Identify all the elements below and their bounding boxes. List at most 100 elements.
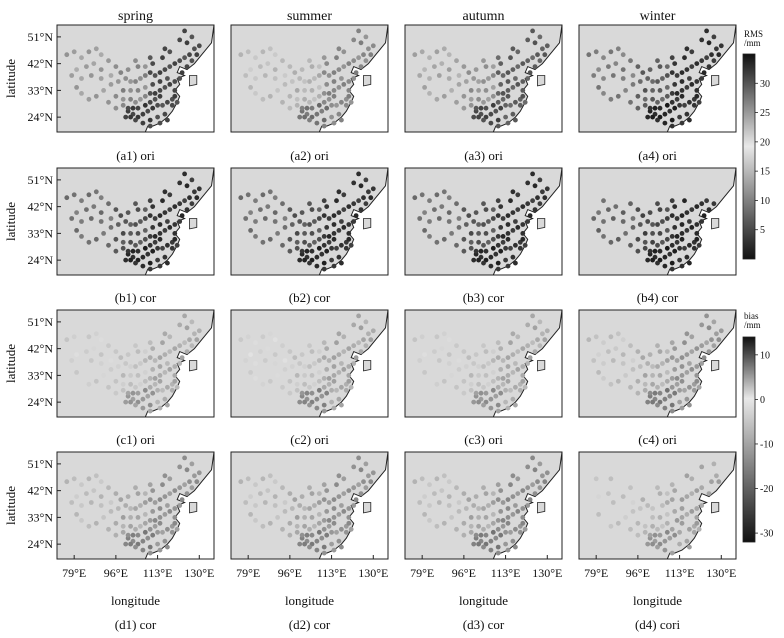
station-point [182, 28, 187, 34]
y-tick-label: 51°N [28, 173, 54, 187]
station-point [172, 61, 178, 66]
station-point [642, 96, 648, 102]
station-point [321, 550, 327, 556]
station-point [194, 195, 200, 201]
station-point [272, 503, 278, 508]
station-point [324, 346, 330, 351]
station-point [162, 228, 168, 233]
station-point [267, 46, 273, 52]
station-point [157, 213, 163, 218]
station-point [260, 523, 266, 529]
station-point [253, 376, 258, 381]
station-point [182, 198, 187, 204]
station-point [145, 108, 151, 114]
station-point [620, 219, 626, 224]
station-point [147, 402, 153, 408]
station-point [106, 242, 111, 248]
station-point [488, 396, 494, 402]
station-point [476, 239, 481, 245]
station-point [488, 538, 494, 544]
station-point [699, 464, 705, 470]
station-point [302, 239, 307, 245]
station-point [155, 529, 160, 535]
station-point [689, 509, 695, 514]
station-point [245, 476, 251, 482]
station-point [370, 328, 376, 334]
station-point [525, 464, 531, 470]
station-point [711, 201, 717, 207]
station-point [343, 245, 349, 251]
station-point [157, 355, 163, 360]
station-point [669, 402, 675, 408]
station-point [446, 337, 452, 343]
station-point [79, 219, 84, 224]
station-point [297, 114, 303, 120]
station-point [253, 234, 258, 239]
station-point [684, 254, 690, 260]
station-point [613, 204, 619, 209]
station-point [601, 361, 606, 366]
station-point [537, 58, 543, 64]
station-point [691, 102, 697, 108]
station-point [118, 355, 124, 360]
station-point [142, 378, 148, 384]
station-point [672, 204, 678, 209]
station-point [177, 343, 183, 349]
station-point [427, 198, 432, 204]
station-point [130, 248, 136, 254]
station-point [419, 192, 425, 198]
station-point [684, 210, 690, 215]
station-point [113, 349, 119, 354]
station-point [346, 515, 352, 520]
station-point [704, 28, 709, 34]
station-point [346, 79, 352, 84]
station-point [167, 491, 173, 496]
station-point [495, 544, 501, 550]
station-point [601, 76, 606, 81]
station-point [324, 204, 330, 209]
station-point [287, 105, 293, 111]
colorbar-tick-label: 20 [760, 137, 770, 148]
station-point [505, 378, 511, 384]
station-point [510, 352, 516, 357]
station-point [167, 334, 173, 340]
station-point [461, 378, 467, 384]
station-point [677, 102, 682, 108]
station-point [177, 503, 183, 508]
panel-frame [578, 309, 737, 418]
station-point [461, 532, 467, 538]
station-point [336, 512, 342, 517]
station-point [508, 529, 513, 535]
station-point [370, 43, 376, 49]
station-point [304, 105, 310, 111]
station-point [481, 79, 486, 84]
station-point [679, 497, 685, 502]
station-point [167, 367, 173, 372]
station-point [157, 120, 163, 126]
station-point [287, 532, 293, 538]
station-point [635, 93, 641, 99]
station-point [454, 242, 459, 248]
station-point [324, 532, 330, 538]
station-point [471, 114, 477, 120]
station-point [699, 37, 705, 43]
station-point [667, 108, 673, 114]
station-point [481, 260, 486, 266]
station-point [86, 96, 92, 102]
station-point [468, 515, 474, 520]
station-point [674, 216, 680, 221]
station-point [669, 198, 675, 204]
station-point [537, 177, 543, 183]
station-point [319, 393, 325, 399]
station-point [292, 70, 298, 75]
station-point [694, 231, 700, 236]
station-point [169, 529, 175, 535]
station-point [650, 96, 655, 102]
station-point [650, 515, 655, 520]
station-point [160, 340, 165, 346]
station-point [520, 515, 526, 520]
station-point [513, 242, 518, 248]
station-point [316, 520, 322, 526]
station-point [334, 55, 339, 61]
station-point [172, 520, 178, 526]
